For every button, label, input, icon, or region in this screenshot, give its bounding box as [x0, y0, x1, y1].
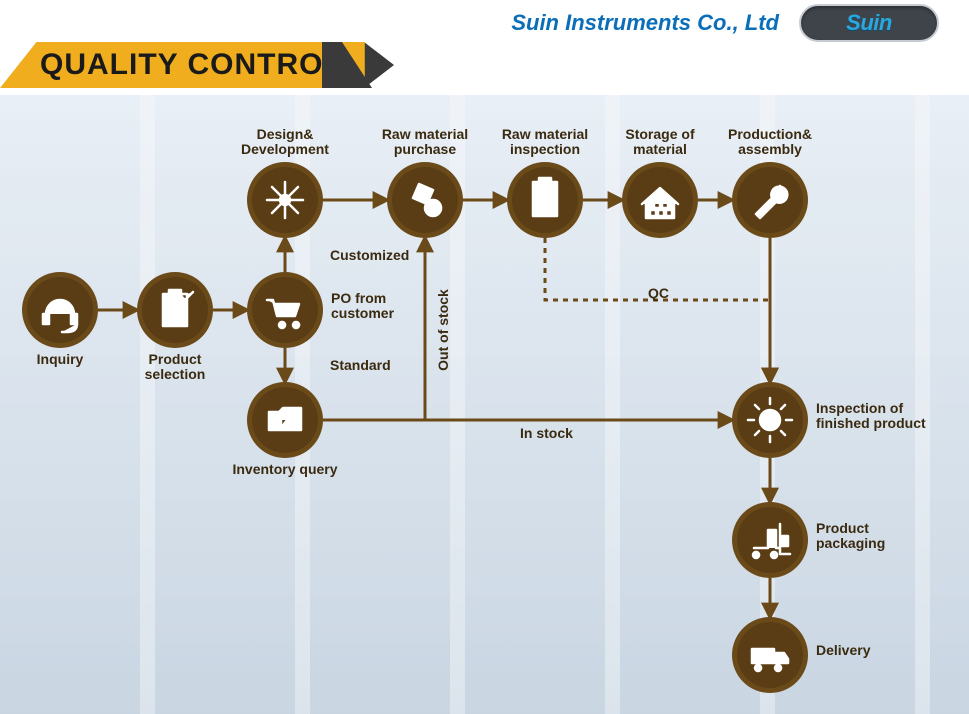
node-design	[247, 162, 323, 238]
folder-icon	[269, 408, 301, 430]
node-product_sel	[137, 272, 213, 348]
node-po	[247, 272, 323, 348]
node-label-design: Design&Development	[241, 126, 329, 157]
edge-label-inv_query-inspect_fp: In stock	[520, 425, 573, 441]
node-inquiry	[22, 272, 98, 348]
node-raw_purchase	[387, 162, 463, 238]
edge-label-inv_query-raw_purchase: Out of stock	[435, 289, 451, 371]
node-label-raw_purchase: Raw materialpurchase	[382, 126, 468, 157]
node-label-prod_asm: Production&assembly	[728, 126, 812, 157]
flowchart-canvas: Inquiry Productselection PO fromcustomer De…	[0, 0, 969, 714]
edge-label-raw_inspect-inspect_fp: QC	[648, 285, 669, 301]
node-label-inquiry: Inquiry	[37, 351, 84, 367]
node-packaging	[732, 502, 808, 578]
node-label-inspect_fp: Inspection offinished product	[816, 400, 926, 431]
node-inspect_fp	[732, 382, 808, 458]
edge-raw_inspect-inspect_fp	[545, 238, 770, 382]
edge-label-po-design: Customized	[330, 247, 409, 263]
node-label-storage: Storage ofmaterial	[625, 126, 695, 157]
node-label-inv_query: Inventory query	[232, 461, 337, 477]
node-label-packaging: Productpackaging	[816, 520, 885, 551]
node-label-raw_inspect: Raw materialinspection	[502, 126, 588, 157]
node-prod_asm	[732, 162, 808, 238]
edge-label-po-inv_query: Standard	[330, 357, 391, 373]
gear-icon	[748, 398, 792, 442]
spark-icon	[267, 182, 303, 218]
node-delivery	[732, 617, 808, 693]
node-label-product_sel: Productselection	[145, 351, 206, 382]
checklist-icon	[533, 178, 557, 216]
edge-inv_query-raw_purchase	[323, 238, 425, 420]
node-inv_query	[247, 382, 323, 458]
node-label-delivery: Delivery	[816, 642, 871, 658]
node-label-po: PO fromcustomer	[331, 290, 395, 321]
node-raw_inspect	[507, 162, 583, 238]
node-storage	[622, 162, 698, 238]
